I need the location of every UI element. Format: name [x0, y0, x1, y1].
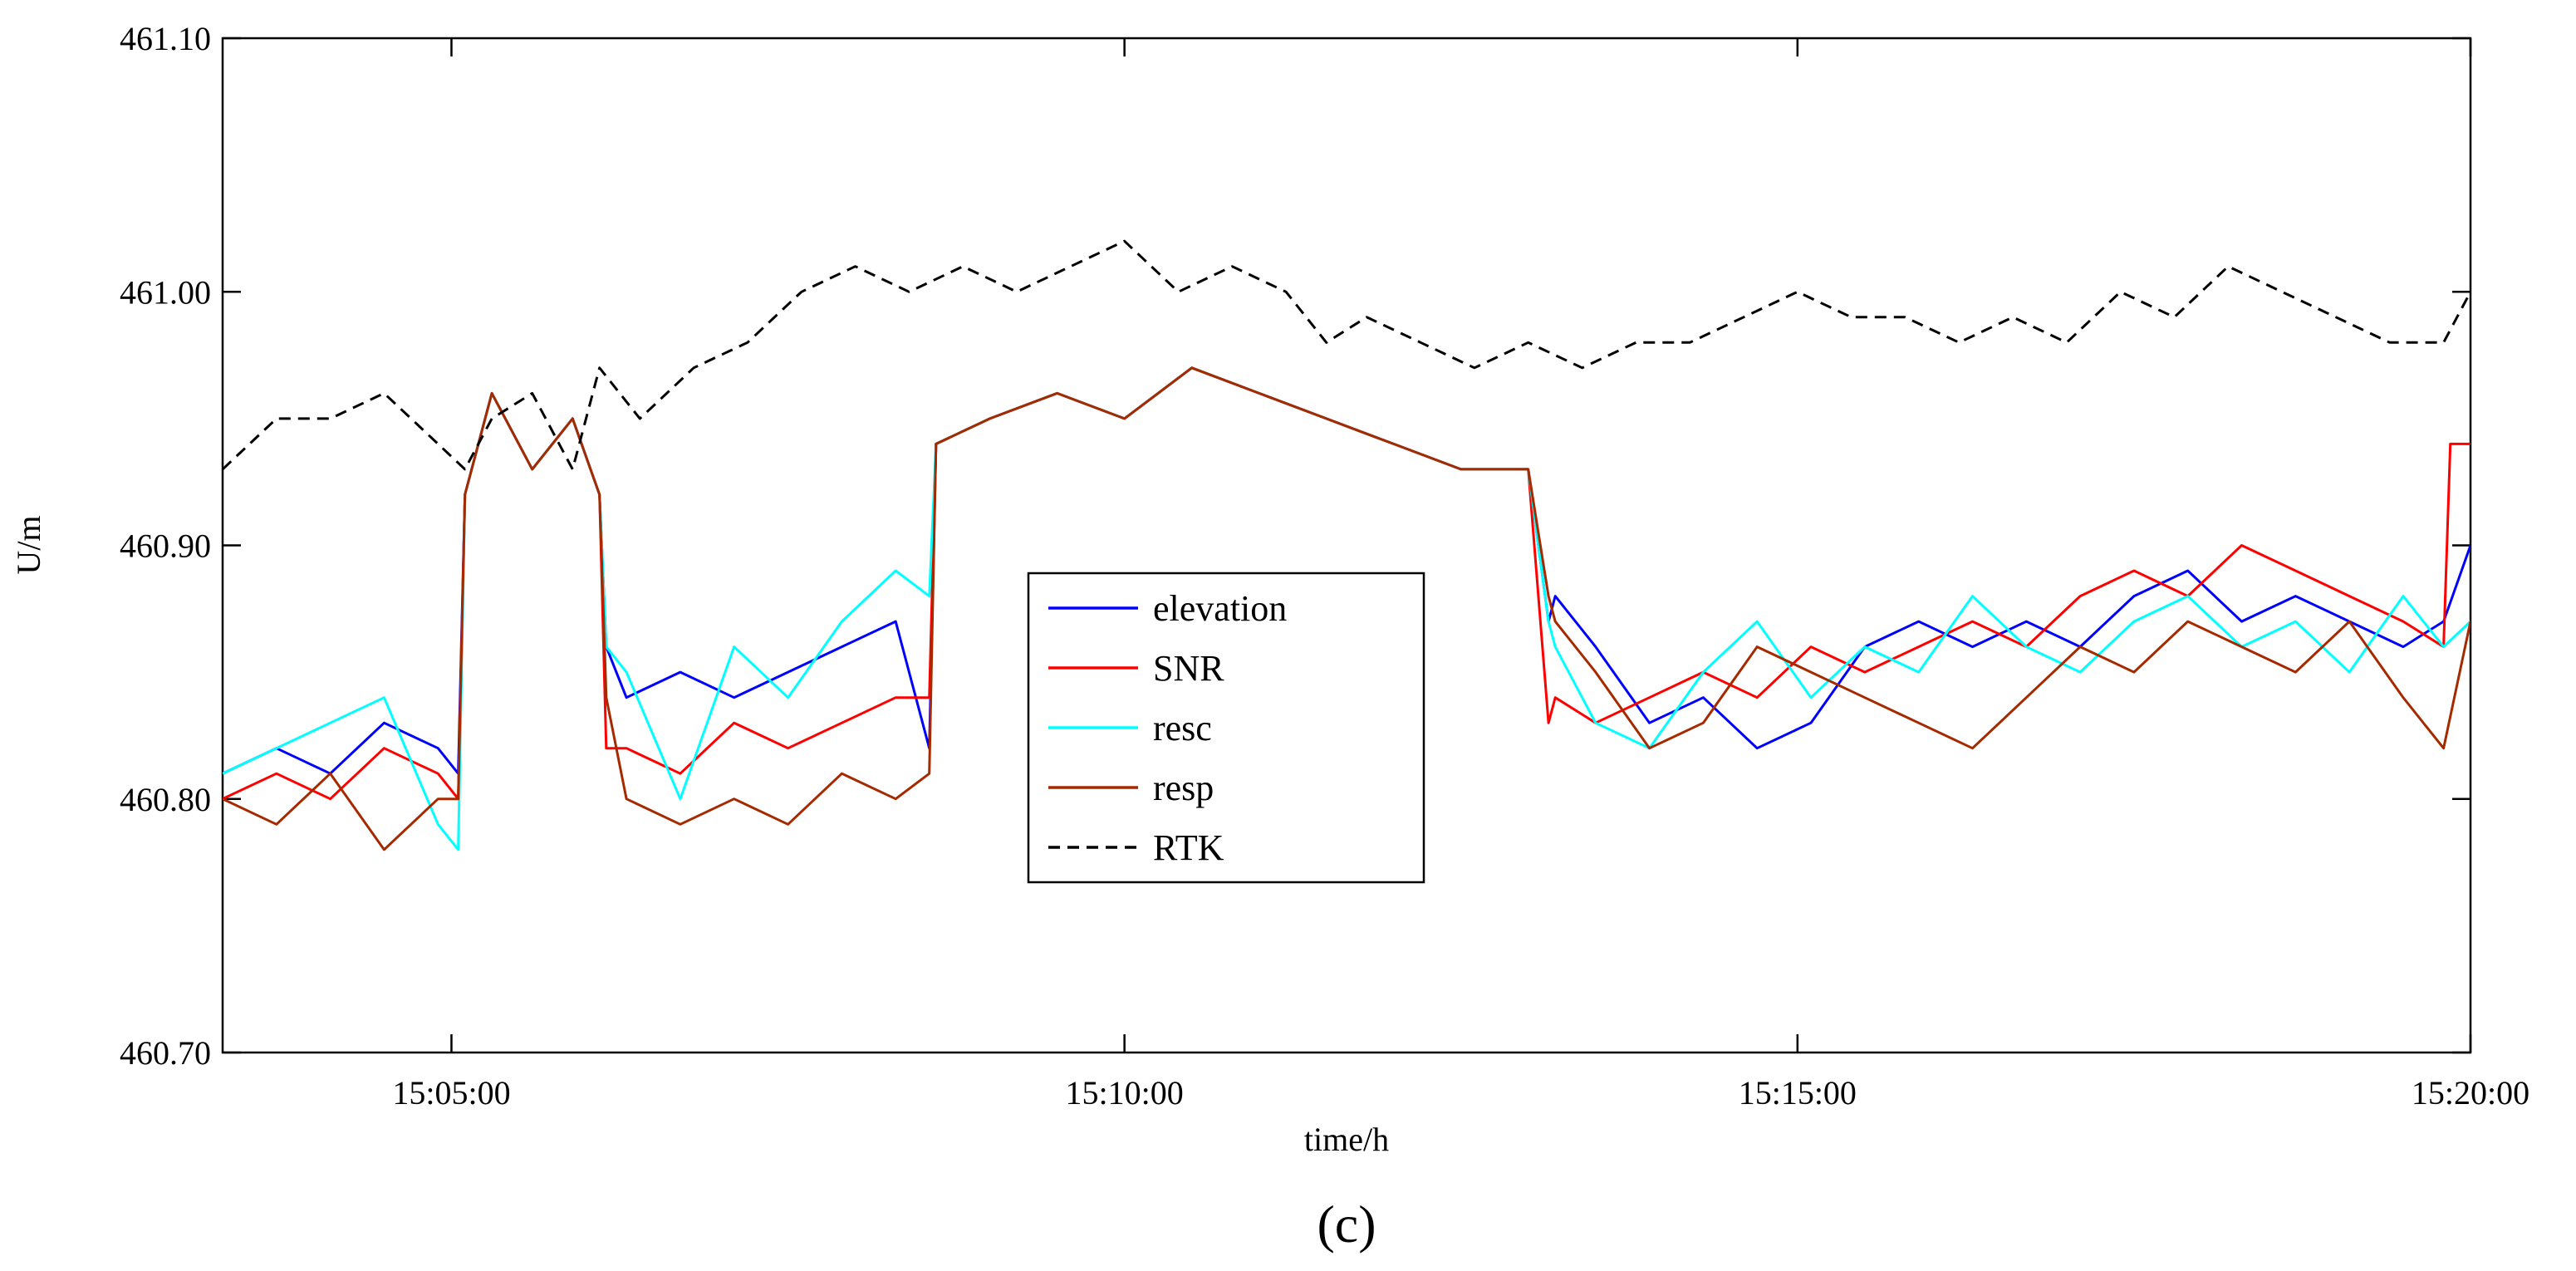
- legend-label: RTK: [1153, 827, 1224, 868]
- x-axis-label: time/h: [1304, 1121, 1389, 1158]
- x-tick-label: 15:20:00: [2412, 1074, 2529, 1112]
- series-line-resp: [223, 366, 2471, 851]
- y-axis-label: U/m: [10, 515, 47, 574]
- plot-area: [221, 37, 2472, 1054]
- legend-label: resc: [1153, 708, 1212, 748]
- legend-label: SNR: [1153, 648, 1224, 689]
- legend-label: resp: [1153, 768, 1214, 808]
- y-tick-label: 460.90: [120, 528, 211, 565]
- series-line-rtk: [223, 239, 2471, 471]
- x-tick-label: 15:10:00: [1066, 1074, 1184, 1112]
- y-tick-label: 460.70: [120, 1034, 211, 1072]
- legend-label: elevation: [1153, 588, 1287, 629]
- x-tick-label: 15:15:00: [1739, 1074, 1857, 1112]
- panel-label: (c): [1317, 1195, 1376, 1254]
- series-layer: [223, 239, 2471, 851]
- y-tick-label: 460.80: [120, 781, 211, 818]
- ticks: 15:05:00 15:10:00 15:15:00 15:20:00 460.70 46…: [120, 20, 2529, 1112]
- y-tick-label: 461.00: [120, 273, 211, 311]
- legend: elevation SNR resc resp RTK: [1027, 572, 1425, 884]
- x-tick-label: 15:05:00: [392, 1074, 510, 1112]
- y-tick-label: 461.10: [120, 20, 211, 57]
